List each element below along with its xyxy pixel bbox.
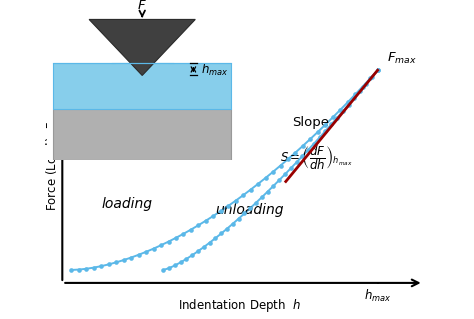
Point	[307, 136, 314, 141]
Text: $F$: $F$	[137, 0, 147, 12]
Point	[366, 76, 374, 81]
Point	[293, 160, 301, 165]
Point	[374, 68, 382, 73]
Text: Slope: Slope	[292, 116, 329, 129]
Point	[195, 223, 202, 228]
Point	[287, 166, 294, 171]
Point	[292, 150, 299, 155]
Point	[105, 262, 113, 267]
Point	[321, 122, 329, 127]
Point	[252, 200, 260, 205]
Point	[200, 244, 208, 249]
Point	[258, 195, 265, 200]
Point	[362, 82, 370, 87]
Point	[172, 235, 180, 240]
Point	[120, 257, 128, 263]
Point	[206, 240, 213, 245]
Point	[171, 263, 179, 268]
Point	[241, 211, 248, 216]
Point	[165, 239, 173, 244]
Point	[269, 169, 277, 174]
Point	[177, 260, 184, 265]
Text: $h_{max}$: $h_{max}$	[201, 61, 228, 78]
Polygon shape	[53, 63, 231, 109]
Point	[217, 208, 225, 213]
Point	[194, 249, 202, 254]
Point	[344, 100, 352, 105]
Point	[314, 129, 322, 134]
Point	[247, 187, 255, 192]
Point	[182, 256, 190, 261]
Point	[310, 141, 318, 146]
Point	[75, 267, 83, 272]
Point	[223, 226, 231, 231]
Point	[277, 163, 284, 168]
Point	[135, 252, 143, 257]
Point	[187, 227, 195, 232]
Point	[299, 154, 306, 159]
Point	[351, 95, 358, 100]
Point	[374, 68, 382, 73]
Point	[264, 189, 272, 194]
Point	[165, 265, 173, 271]
Point	[210, 213, 217, 219]
Point	[157, 243, 165, 248]
Point	[270, 183, 277, 189]
Point	[150, 246, 157, 251]
Point	[218, 231, 225, 236]
Text: Indentation Depth  $h$: Indentation Depth $h$	[178, 297, 301, 314]
Point	[262, 175, 269, 181]
Point	[299, 143, 307, 148]
Point	[281, 172, 289, 177]
Point	[284, 157, 292, 162]
Point	[246, 206, 254, 211]
Point	[112, 260, 120, 265]
Point	[212, 236, 219, 241]
Point	[356, 88, 364, 93]
Point	[239, 193, 247, 198]
Text: unloading: unloading	[215, 203, 283, 217]
Point	[339, 109, 346, 114]
Text: $F_{max}$: $F_{max}$	[387, 51, 417, 66]
Point	[235, 216, 242, 221]
Point	[82, 266, 90, 271]
Point	[160, 267, 167, 272]
Point	[275, 178, 283, 183]
Point	[359, 84, 366, 89]
Point	[329, 115, 337, 120]
Point	[229, 221, 237, 226]
Polygon shape	[89, 19, 195, 76]
Point	[345, 102, 353, 107]
Point	[368, 75, 375, 80]
Point	[202, 218, 210, 223]
Point	[90, 265, 98, 270]
Point	[180, 231, 187, 236]
Point	[322, 128, 329, 133]
Text: Force (Load)  $F$: Force (Load) $F$	[44, 121, 59, 211]
Point	[232, 198, 239, 203]
Point	[316, 135, 323, 140]
Point	[304, 147, 312, 152]
Point	[189, 253, 196, 258]
Polygon shape	[53, 109, 231, 160]
Point	[328, 122, 335, 127]
Point	[142, 249, 150, 254]
Point	[68, 267, 75, 272]
Point	[333, 115, 341, 121]
Point	[255, 181, 262, 186]
Point	[128, 255, 135, 260]
Text: $h_{max}$: $h_{max}$	[364, 288, 392, 304]
Text: $S = \left(\dfrac{dF}{dh}\right)_{h_{max}}$: $S = \left(\dfrac{dF}{dh}\right)_{h_{max…	[280, 144, 352, 172]
Point	[98, 263, 105, 269]
Point	[337, 107, 344, 112]
Point	[351, 92, 359, 97]
Text: loading: loading	[101, 197, 152, 211]
Point	[225, 203, 232, 208]
Polygon shape	[112, 63, 173, 76]
